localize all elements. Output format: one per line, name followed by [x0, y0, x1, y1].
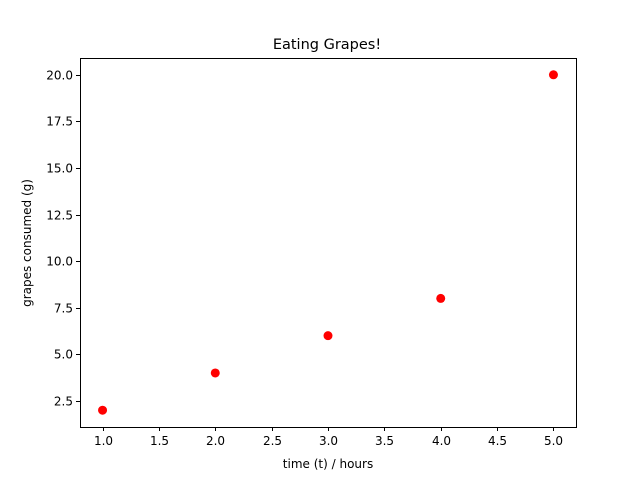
data-point	[98, 405, 108, 415]
x-axis-label: time (t) / hours	[283, 457, 373, 471]
y-tick-label: 10.0	[46, 255, 73, 269]
x-tick-label: 1.5	[150, 434, 169, 448]
plot-area: 1.0 1.5 2.0 2.5 3.0 3.5 4.0 4.5 5.0 2.5 5.0 7.5 10.…	[46, 58, 577, 448]
x-tick-label: 4.5	[488, 434, 507, 448]
x-tick-label: 4.0	[432, 434, 451, 448]
y-tick-label: 12.5	[46, 209, 73, 223]
x-tick-label: 5.0	[544, 434, 563, 448]
data-point	[436, 293, 446, 303]
chart-title: Eating Grapes!	[273, 37, 381, 53]
data-point	[323, 331, 333, 341]
y-tick-label: 5.0	[54, 348, 73, 362]
x-axis-ticks: 1.0 1.5 2.0 2.5 3.0 3.5 4.0 4.5 5.0	[94, 427, 563, 448]
x-tick-label: 2.0	[206, 434, 225, 448]
y-tick-label: 2.5	[54, 395, 73, 409]
data-point	[548, 70, 558, 80]
x-tick-label: 1.0	[94, 434, 113, 448]
x-tick-label: 2.5	[263, 434, 282, 448]
y-tick-label: 20.0	[46, 69, 73, 83]
x-tick-label: 3.5	[375, 434, 394, 448]
y-tick-label: 7.5	[54, 302, 73, 316]
data-point	[210, 368, 220, 378]
y-axis-ticks: 2.5 5.0 7.5 10.0 12.5 15.0 17.5 20.0	[46, 69, 80, 409]
data-points	[98, 70, 558, 415]
x-tick-label: 3.0	[319, 434, 338, 448]
y-tick-label: 17.5	[46, 115, 73, 129]
y-tick-label: 15.0	[46, 162, 73, 176]
axes-frame	[80, 58, 577, 428]
y-axis-label: grapes consumed (g)	[20, 179, 34, 307]
